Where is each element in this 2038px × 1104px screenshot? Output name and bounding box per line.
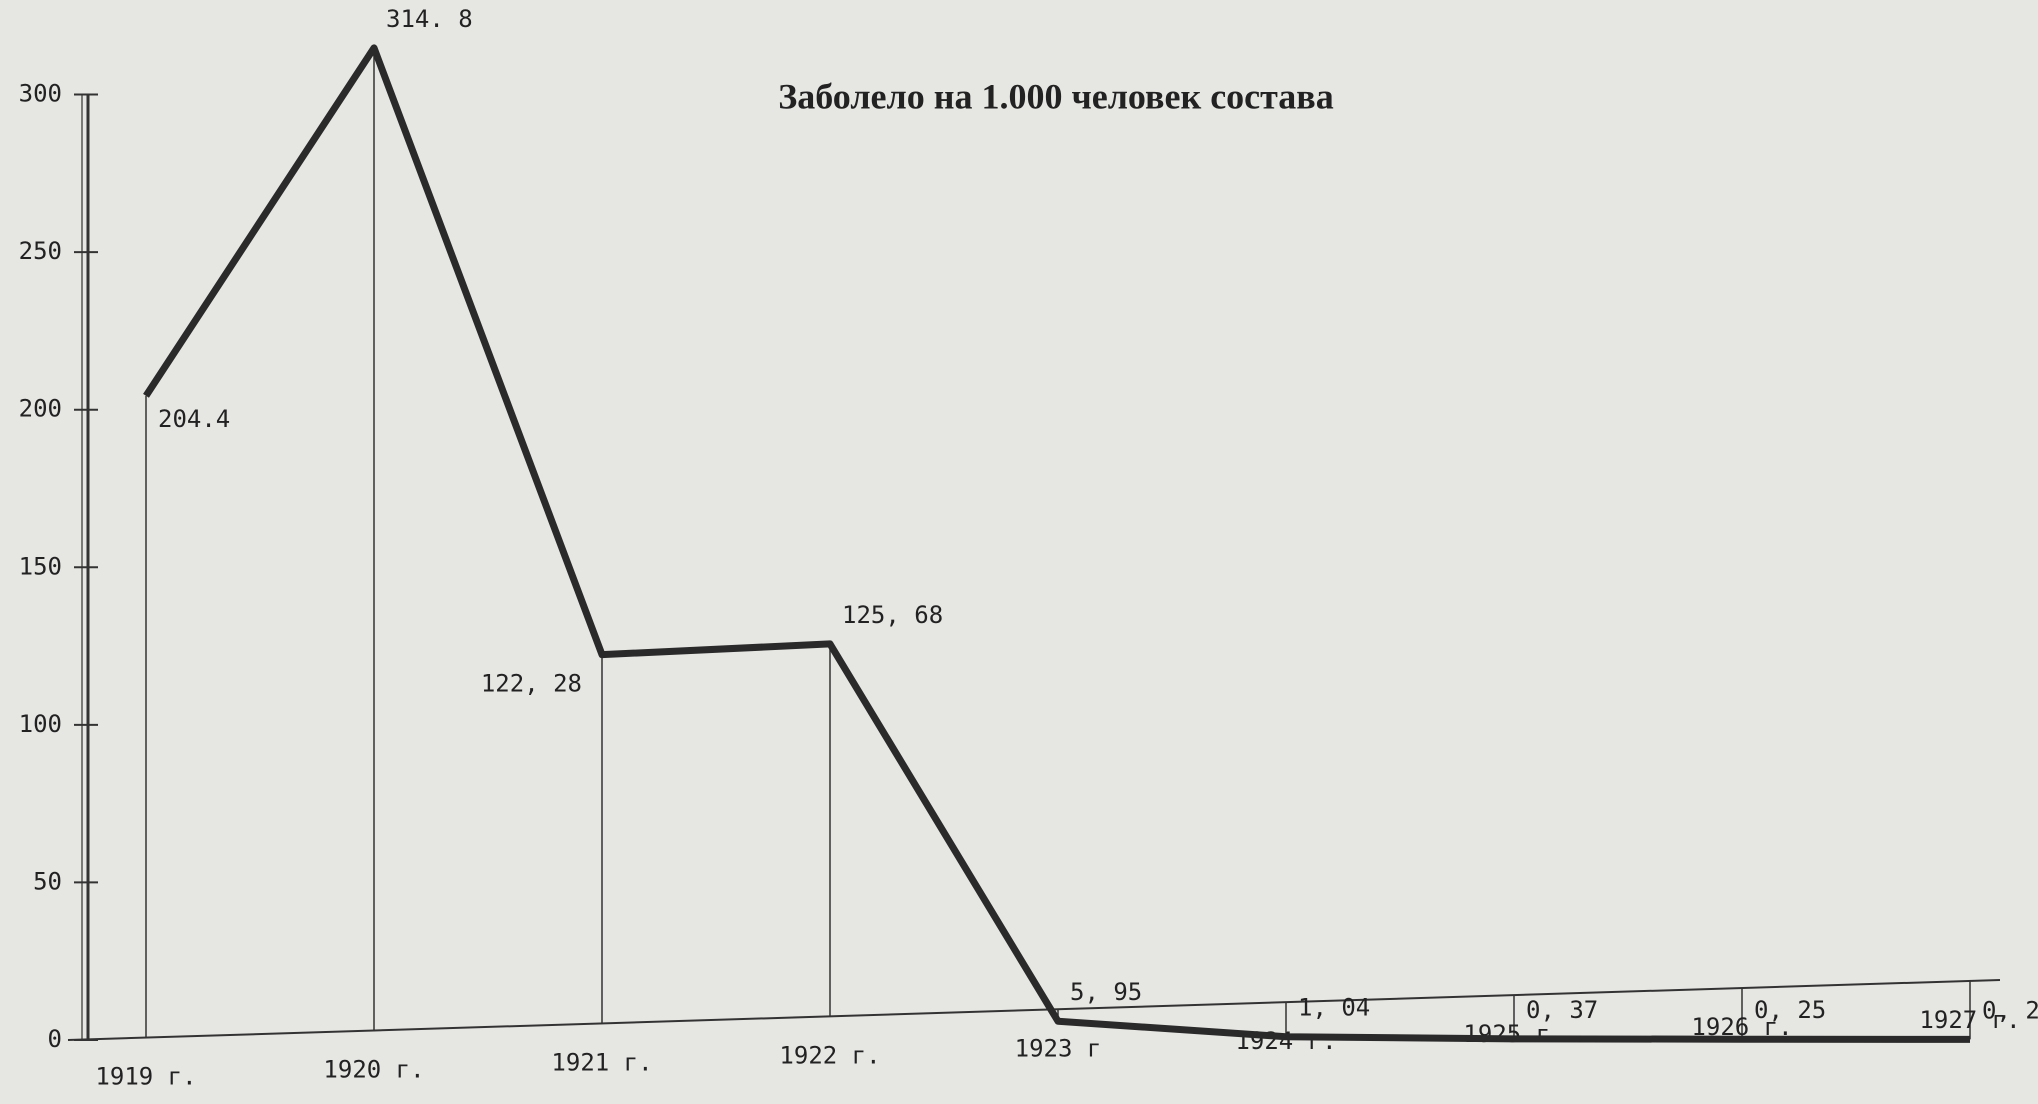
value-label: 122, 28 xyxy=(481,670,582,698)
x-tick-label: 1925 г. xyxy=(1463,1020,1564,1048)
value-label: 0, 25 xyxy=(1754,996,1826,1024)
x-tick-label: 1927 г. xyxy=(1919,1006,2020,1034)
x-tick-label: 1923 г xyxy=(1015,1034,1102,1062)
y-tick-label: 0 xyxy=(48,1025,62,1053)
x-tick-label: 1922 г. xyxy=(779,1041,880,1069)
data-line xyxy=(143,44,1971,1043)
x-tick-label: 1920 г. xyxy=(323,1055,424,1083)
value-label: 0, 37 xyxy=(1526,996,1598,1024)
value-label: 204.4 xyxy=(158,405,230,433)
y-tick-label: 200 xyxy=(19,395,62,423)
x-axis xyxy=(67,979,2001,1041)
y-tick-label: 300 xyxy=(19,80,62,108)
y-tick-label: 250 xyxy=(19,237,62,265)
value-label: 5, 95 xyxy=(1070,978,1142,1006)
value-label: 0, 20 xyxy=(1982,996,2038,1024)
y-tick-label: 100 xyxy=(19,710,62,738)
value-label: 314. 8 xyxy=(386,5,473,33)
value-label: 1, 04 xyxy=(1298,994,1370,1022)
x-tick-label: 1919 г. xyxy=(95,1063,196,1091)
y-tick-label: 150 xyxy=(19,552,62,580)
value-label: 125, 68 xyxy=(842,601,943,629)
chart-title: Заболело на 1.000 человек состава xyxy=(778,76,1333,116)
x-tick-label: 1921 г. xyxy=(551,1048,652,1076)
y-tick-label: 50 xyxy=(33,867,62,895)
